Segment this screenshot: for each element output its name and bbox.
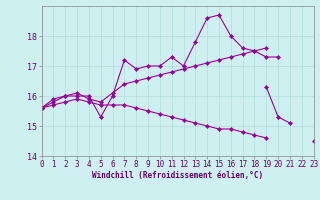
X-axis label: Windchill (Refroidissement éolien,°C): Windchill (Refroidissement éolien,°C) [92, 171, 263, 180]
